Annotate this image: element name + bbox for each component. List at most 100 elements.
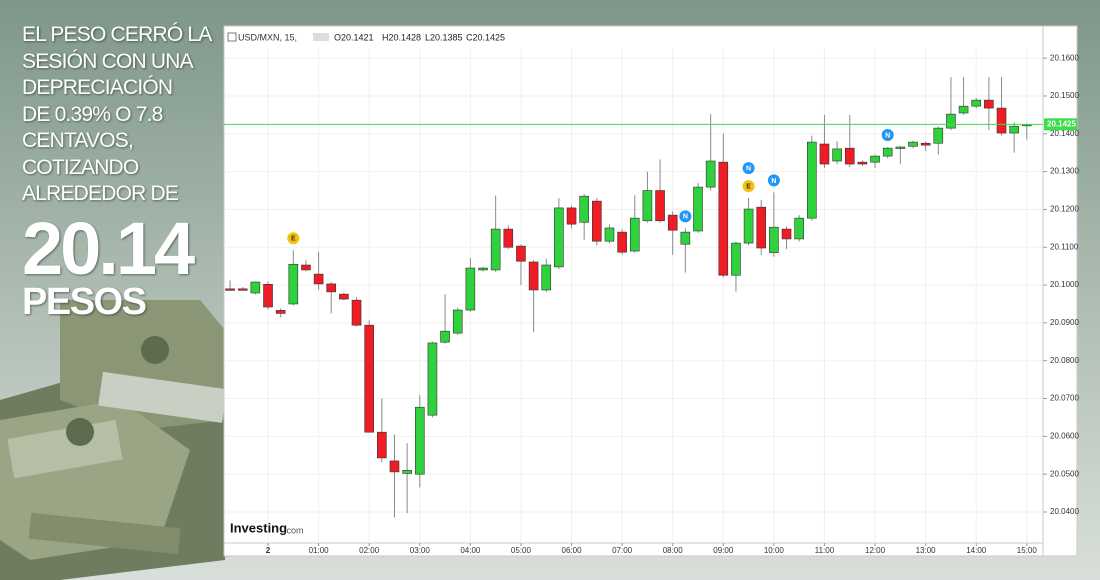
candle-body <box>832 148 842 162</box>
candle-body <box>882 147 893 157</box>
candle-body <box>351 299 362 326</box>
candle-body <box>617 231 627 253</box>
y-tick-label: 20.0500 <box>1050 469 1079 478</box>
y-tick-label: 20.1600 <box>1050 53 1079 62</box>
headline-line: ALREDEDOR DE <box>22 182 179 205</box>
big-number: 20.14 <box>22 206 195 290</box>
candle-body <box>705 160 716 188</box>
last-price-label: 20.1425 <box>1047 119 1076 128</box>
y-tick-label: 20.1200 <box>1050 205 1079 214</box>
event-marker <box>679 210 692 223</box>
candle-body <box>465 267 476 311</box>
candle-body <box>984 99 994 109</box>
x-tick-label: 14:00 <box>966 546 987 555</box>
y-tick-label: 20.1400 <box>1050 129 1079 138</box>
candle-body <box>414 406 425 475</box>
x-tick-label: 03:00 <box>410 546 431 555</box>
candle-body <box>377 431 387 459</box>
last-price-box <box>1044 118 1077 131</box>
watermark-suffix: .com <box>284 525 304 535</box>
candle-body <box>933 127 944 144</box>
candle-body <box>263 284 273 308</box>
event-marker <box>742 162 755 175</box>
candle-body <box>326 283 337 293</box>
candle-body <box>807 141 817 219</box>
candle-body <box>870 155 880 163</box>
candle-body <box>996 107 1007 134</box>
candle-body <box>566 207 577 225</box>
candle-body <box>364 324 374 433</box>
x-tick-label: 13:00 <box>916 546 937 555</box>
y-tick-label: 20.0900 <box>1050 318 1079 327</box>
y-tick-label: 20.1300 <box>1050 167 1079 176</box>
candle-body <box>225 288 235 291</box>
candle-body <box>680 231 691 245</box>
ohlc-low: L20.1385 <box>425 32 463 42</box>
collapse-icon[interactable] <box>227 32 237 42</box>
y-tick-label: 20.0700 <box>1050 394 1079 403</box>
candle-body <box>402 470 412 474</box>
settings-icon[interactable] <box>313 33 329 41</box>
headline-line: COTIZANDO <box>22 155 139 179</box>
candle-body <box>844 147 855 165</box>
candle-body <box>592 200 602 242</box>
y-tick-label: 20.1000 <box>1050 280 1079 289</box>
x-tick-label: 10:00 <box>764 546 785 555</box>
headline: EL PESO CERRÓ LA SESIÓN CON UNA DEPRECIA… <box>22 22 212 321</box>
symbol: USD/MXN, 15, <box>238 32 297 42</box>
headline-line: DEPRECIACIÓN <box>22 76 173 99</box>
candle-body <box>794 217 804 240</box>
watermark-brand: Investing <box>230 520 287 535</box>
headline-line: DE 0.39% O 7.8 <box>22 102 163 126</box>
candle-body <box>389 460 400 473</box>
ohlc-high: H20.1428 <box>382 32 421 42</box>
candle-body <box>503 228 514 248</box>
candle-body <box>908 141 918 147</box>
event-label: N <box>746 165 751 172</box>
candle-body <box>958 105 969 114</box>
x-tick-label: 05:00 <box>511 546 532 555</box>
candle-body <box>946 113 956 129</box>
y-tick-label: 20.0800 <box>1050 356 1079 365</box>
event-marker <box>287 232 300 245</box>
candle-body <box>516 245 526 262</box>
candle-body <box>718 161 729 276</box>
event-marker <box>881 129 894 142</box>
x-tick-label: 15:00 <box>1017 546 1038 555</box>
headline-line: CENTAVOS, <box>22 129 134 152</box>
x-tick-label: 06:00 <box>562 546 583 555</box>
y-tick-label: 20.0400 <box>1050 507 1079 516</box>
x-tick-label: 02:00 <box>359 546 380 555</box>
x-tick-label: 07:00 <box>612 546 633 555</box>
candle-body <box>541 264 552 291</box>
candle-body <box>655 190 665 222</box>
candle-body <box>313 273 324 285</box>
chart-panel <box>223 25 1078 557</box>
candle-body <box>781 228 792 240</box>
y-tick-label: 20.0600 <box>1050 431 1079 440</box>
candle-body <box>743 208 754 244</box>
candle-body <box>731 242 741 276</box>
candle-body <box>339 293 349 300</box>
candle-body <box>427 342 438 416</box>
candle-body <box>579 195 589 223</box>
candle-body <box>554 207 564 268</box>
candle-body <box>490 228 501 271</box>
candle-body <box>857 161 868 165</box>
candle-body <box>920 142 931 146</box>
candle-body <box>288 263 299 305</box>
candle-body <box>275 310 286 314</box>
candle-body <box>478 267 488 271</box>
x-tick-label: 11:00 <box>815 546 835 555</box>
x-tick-label: 12:00 <box>865 546 886 555</box>
x-tick-label: 01:00 <box>309 546 330 555</box>
candle-body <box>250 281 261 294</box>
money-stack <box>0 300 227 580</box>
candle-body <box>528 261 539 291</box>
event-marker <box>767 174 780 187</box>
candle-body <box>756 206 767 249</box>
x-tick-label: 04:00 <box>460 546 481 555</box>
event-label: N <box>771 178 776 185</box>
